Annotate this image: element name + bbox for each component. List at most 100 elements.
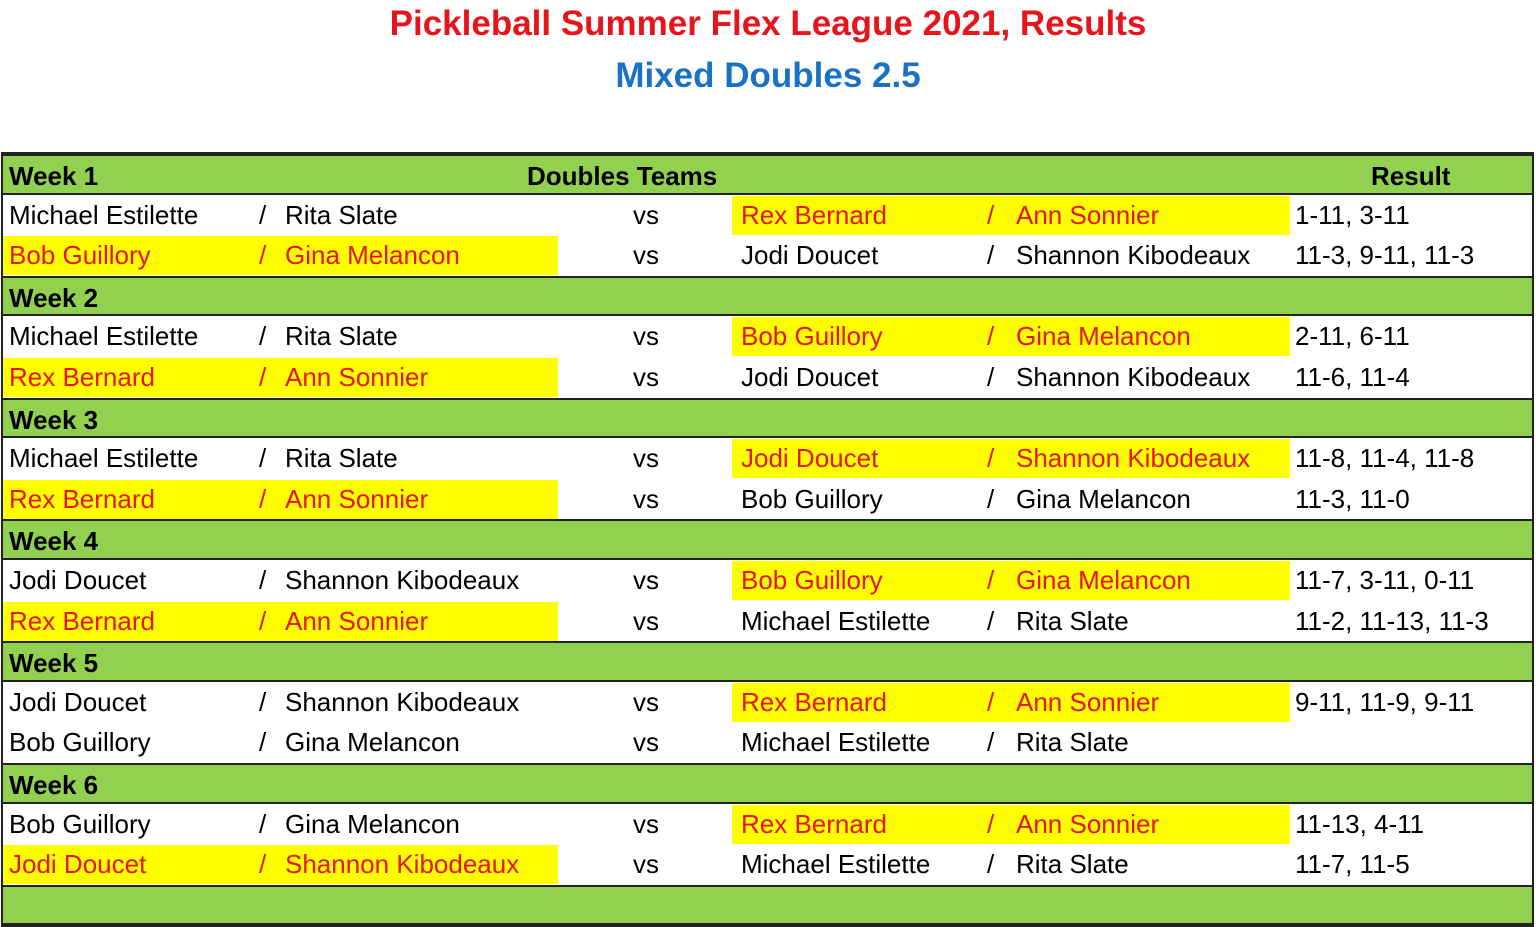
team2-player1: Bob Guillory [741, 321, 883, 352]
team-separator: / [987, 686, 995, 717]
team2-player2: Gina Melancon [1016, 483, 1191, 514]
week-label: Week 3 [9, 404, 99, 435]
team2-player1: Bob Guillory [741, 483, 883, 514]
winner-highlight [3, 845, 558, 885]
match-row: Michael Estilette / Rita Slate Jodi Doucet /… [3, 438, 1532, 479]
match-row: Rex Bernard / Ann Sonnier Michael Estilette… [3, 600, 1532, 642]
team1-player2: Gina Melancon [285, 808, 460, 839]
team1-player2: Shannon Kibodeaux [285, 849, 520, 880]
winner-highlight [3, 479, 558, 519]
team1-player1: Jodi Doucet [9, 686, 147, 717]
match-row: Bob Guillory / Gina Melancon Rex Bernard / An… [3, 803, 1532, 845]
match-result: 11-7, 3-11, 0-11 [1295, 564, 1475, 595]
winner-highlight [732, 317, 1290, 357]
team2-player2: Shannon Kibodeaux [1016, 361, 1251, 392]
team1-player2: Rita Slate [285, 321, 398, 352]
team-separator: / [259, 808, 267, 839]
team-separator: / [259, 564, 267, 595]
doubles-teams-header: Doubles Teams [527, 161, 718, 191]
week-label: Week 2 [9, 282, 99, 313]
team-separator: / [259, 443, 267, 474]
winner-highlight [3, 236, 558, 276]
match-result: 9-11, 11-9, 9-11 [1295, 686, 1475, 717]
winner-highlight [732, 439, 1290, 479]
match-result: 2-11, 6-11 [1295, 321, 1410, 352]
team-separator: / [987, 605, 995, 636]
team2-player2: Rita Slate [1016, 849, 1129, 880]
team-separator: / [987, 564, 995, 595]
winner-highlight [732, 560, 1290, 600]
page-subtitle: Mixed Doubles 2.5 [615, 56, 921, 95]
team-separator: / [987, 361, 995, 392]
footer-row [3, 884, 1532, 926]
week-label: Week 5 [9, 648, 99, 679]
team1-player2: Gina Melancon [285, 727, 460, 758]
week-header-row: Week 1 Doubles Teams Result [3, 154, 1532, 195]
team2-player2: Ann Sonnier [1016, 199, 1160, 230]
team1-player1: Rex Bernard [9, 605, 155, 636]
vs-label: vs [633, 808, 659, 839]
team1-player1: Bob Guillory [9, 727, 151, 758]
match-result: 11-6, 11-4 [1295, 361, 1410, 392]
team2-player2: Shannon Kibodeaux [1016, 240, 1251, 271]
team2-player2: Ann Sonnier [1016, 808, 1160, 839]
team1-player2: Ann Sonnier [285, 483, 429, 514]
winner-highlight [732, 195, 1290, 235]
match-result: 1-11, 3-11 [1295, 199, 1410, 230]
match-result: 11-8, 11-4, 11-8 [1295, 443, 1475, 474]
team1-player2: Ann Sonnier [285, 605, 429, 636]
vs-label: vs [633, 321, 659, 352]
match-row: Michael Estilette / Rita Slate Bob Guillory… [3, 316, 1532, 357]
match-row: Jodi Doucet / Shannon Kibodeaux Bob Guillor… [3, 559, 1532, 601]
match-row: Jodi Doucet / Shannon Kibodeaux Michael Est… [3, 844, 1532, 885]
team-separator: / [987, 849, 995, 880]
vs-label: vs [633, 849, 659, 880]
team1-player1: Jodi Doucet [9, 564, 147, 595]
team1-player1: Rex Bernard [9, 361, 155, 392]
match-row: Rex Bernard / Ann Sonnier Bob Guillory / Gina… [3, 478, 1532, 520]
week-label: Week 4 [9, 526, 99, 557]
team1-player2: Shannon Kibodeaux [285, 686, 520, 717]
team2-player1: Michael Estilette [741, 849, 931, 880]
match-row: Bob Guillory / Gina Melancon Jodi Doucet / Sh… [3, 235, 1532, 276]
vs-label: vs [633, 605, 659, 636]
team1-player1: Bob Guillory [9, 240, 151, 271]
match-result: 11-7, 11-5 [1295, 849, 1410, 880]
team-separator: / [987, 199, 995, 230]
results-table: Week 1 Doubles Teams Result Michael Estilet… [1, 152, 1534, 927]
week-header-row: Week 5 [3, 641, 1532, 682]
match-result: 11-13, 4-11 [1295, 808, 1425, 839]
team1-player2: Ann Sonnier [285, 361, 429, 392]
team-separator: / [259, 321, 267, 352]
team2-player2: Gina Melancon [1016, 321, 1191, 352]
match-row: Rex Bernard / Ann Sonnier Jodi Doucet / Shann… [3, 356, 1532, 398]
team1-player1: Michael Estilette [9, 443, 199, 474]
match-result: 11-3, 9-11, 11-3 [1295, 240, 1475, 271]
team-separator: / [259, 605, 267, 636]
team2-player1: Michael Estilette [741, 727, 931, 758]
team1-player1: Michael Estilette [9, 321, 199, 352]
team2-player2: Gina Melancon [1016, 564, 1191, 595]
team2-player1: Rex Bernard [741, 808, 887, 839]
vs-label: vs [633, 199, 659, 230]
team2-player2: Rita Slate [1016, 727, 1129, 758]
team-separator: / [259, 849, 267, 880]
team-separator: / [259, 686, 267, 717]
match-result: 11-3, 11-0 [1295, 483, 1410, 514]
winner-highlight [3, 601, 558, 641]
team-separator: / [987, 240, 995, 271]
team1-player2: Shannon Kibodeaux [285, 564, 520, 595]
team2-player1: Rex Bernard [741, 199, 887, 230]
vs-label: vs [633, 727, 659, 758]
result-header: Result [1371, 161, 1451, 191]
team2-player1: Jodi Doucet [741, 443, 879, 474]
team-separator: / [987, 808, 995, 839]
team-separator: / [259, 483, 267, 514]
team1-player1: Jodi Doucet [9, 849, 147, 880]
vs-label: vs [633, 564, 659, 595]
page-title: Pickleball Summer Flex League 2021, Resu… [389, 4, 1147, 43]
team-separator: / [987, 443, 995, 474]
match-result: 11-2, 11-13, 11-3 [1295, 605, 1489, 636]
winner-highlight [732, 804, 1290, 844]
team-separator: / [259, 361, 267, 392]
